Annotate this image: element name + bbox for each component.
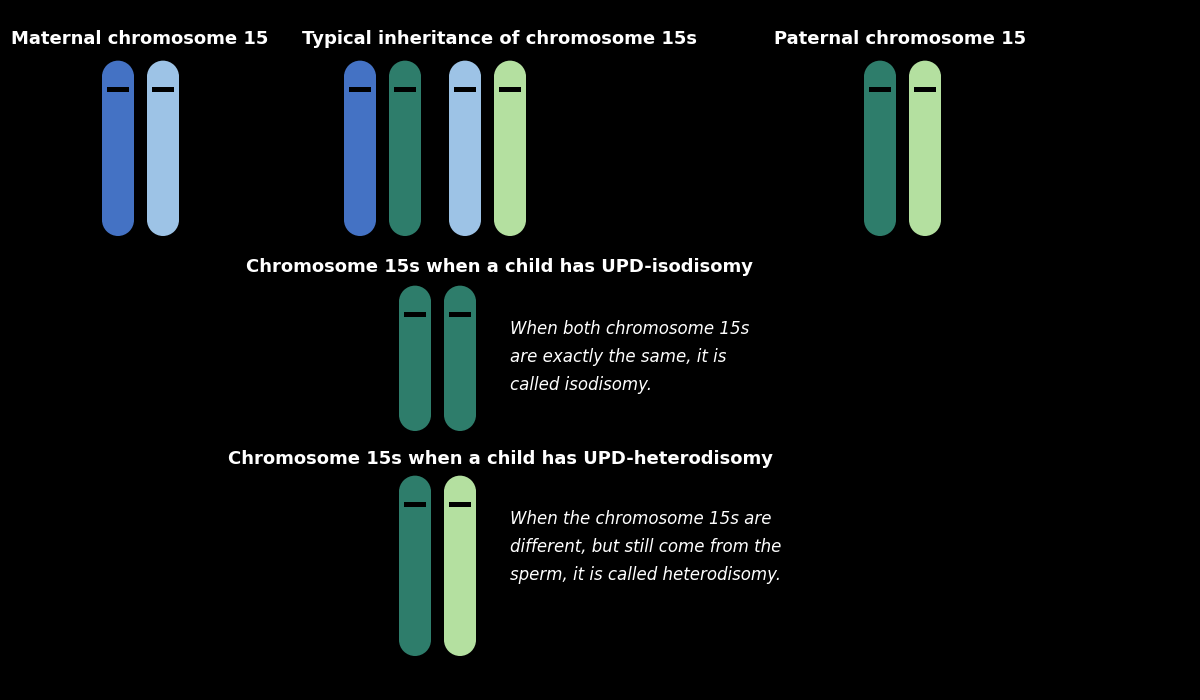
- Text: Typical inheritance of chromosome 15s: Typical inheritance of chromosome 15s: [302, 30, 697, 48]
- Bar: [107, 87, 130, 92]
- Bar: [449, 502, 472, 508]
- Ellipse shape: [148, 61, 179, 92]
- Ellipse shape: [444, 399, 476, 431]
- Bar: [349, 87, 371, 92]
- FancyBboxPatch shape: [444, 494, 476, 640]
- FancyBboxPatch shape: [494, 79, 526, 220]
- Ellipse shape: [910, 63, 941, 95]
- Ellipse shape: [398, 478, 431, 510]
- Bar: [454, 87, 476, 92]
- Text: are exactly the same, it is: are exactly the same, it is: [510, 348, 726, 366]
- Ellipse shape: [389, 61, 421, 92]
- FancyBboxPatch shape: [910, 79, 941, 220]
- Ellipse shape: [444, 475, 476, 507]
- FancyBboxPatch shape: [398, 494, 431, 640]
- Text: Maternal chromosome 15: Maternal chromosome 15: [11, 30, 269, 48]
- Bar: [869, 87, 892, 92]
- FancyBboxPatch shape: [344, 79, 376, 220]
- FancyBboxPatch shape: [398, 304, 431, 415]
- Ellipse shape: [864, 63, 896, 95]
- Bar: [403, 312, 426, 317]
- Ellipse shape: [864, 204, 896, 236]
- FancyBboxPatch shape: [389, 79, 421, 220]
- Ellipse shape: [148, 204, 179, 236]
- Ellipse shape: [449, 61, 481, 92]
- Ellipse shape: [389, 204, 421, 236]
- Bar: [499, 87, 521, 92]
- Ellipse shape: [444, 478, 476, 510]
- Ellipse shape: [398, 624, 431, 656]
- Ellipse shape: [102, 61, 134, 92]
- Ellipse shape: [444, 288, 476, 320]
- Ellipse shape: [398, 286, 431, 318]
- Ellipse shape: [344, 61, 376, 92]
- FancyBboxPatch shape: [449, 79, 481, 220]
- Ellipse shape: [910, 204, 941, 236]
- FancyBboxPatch shape: [864, 79, 896, 220]
- Ellipse shape: [398, 399, 431, 431]
- Bar: [449, 312, 472, 317]
- Ellipse shape: [344, 204, 376, 236]
- Bar: [403, 502, 426, 508]
- Ellipse shape: [102, 204, 134, 236]
- Ellipse shape: [864, 61, 896, 92]
- Ellipse shape: [449, 204, 481, 236]
- Ellipse shape: [910, 61, 941, 92]
- Ellipse shape: [102, 63, 134, 95]
- Ellipse shape: [494, 63, 526, 95]
- Text: Chromosome 15s when a child has UPD-isodisomy: Chromosome 15s when a child has UPD-isod…: [246, 258, 754, 276]
- Bar: [914, 87, 936, 92]
- FancyBboxPatch shape: [102, 79, 134, 220]
- Text: When the chromosome 15s are: When the chromosome 15s are: [510, 510, 772, 528]
- Text: called isodisomy.: called isodisomy.: [510, 376, 652, 394]
- Ellipse shape: [344, 63, 376, 95]
- Text: Chromosome 15s when a child has UPD-heterodisomy: Chromosome 15s when a child has UPD-hete…: [228, 450, 773, 468]
- FancyBboxPatch shape: [444, 304, 476, 415]
- Ellipse shape: [494, 204, 526, 236]
- Text: When both chromosome 15s: When both chromosome 15s: [510, 320, 749, 338]
- Text: different, but still come from the: different, but still come from the: [510, 538, 781, 556]
- Text: sperm, it is called heterodisomy.: sperm, it is called heterodisomy.: [510, 566, 781, 584]
- Text: Paternal chromosome 15: Paternal chromosome 15: [774, 30, 1026, 48]
- Ellipse shape: [444, 286, 476, 318]
- FancyBboxPatch shape: [148, 79, 179, 220]
- Ellipse shape: [444, 624, 476, 656]
- Bar: [394, 87, 416, 92]
- Ellipse shape: [494, 61, 526, 92]
- Ellipse shape: [148, 63, 179, 95]
- Ellipse shape: [449, 63, 481, 95]
- Ellipse shape: [398, 288, 431, 320]
- Ellipse shape: [389, 63, 421, 95]
- Bar: [152, 87, 174, 92]
- Ellipse shape: [398, 475, 431, 507]
